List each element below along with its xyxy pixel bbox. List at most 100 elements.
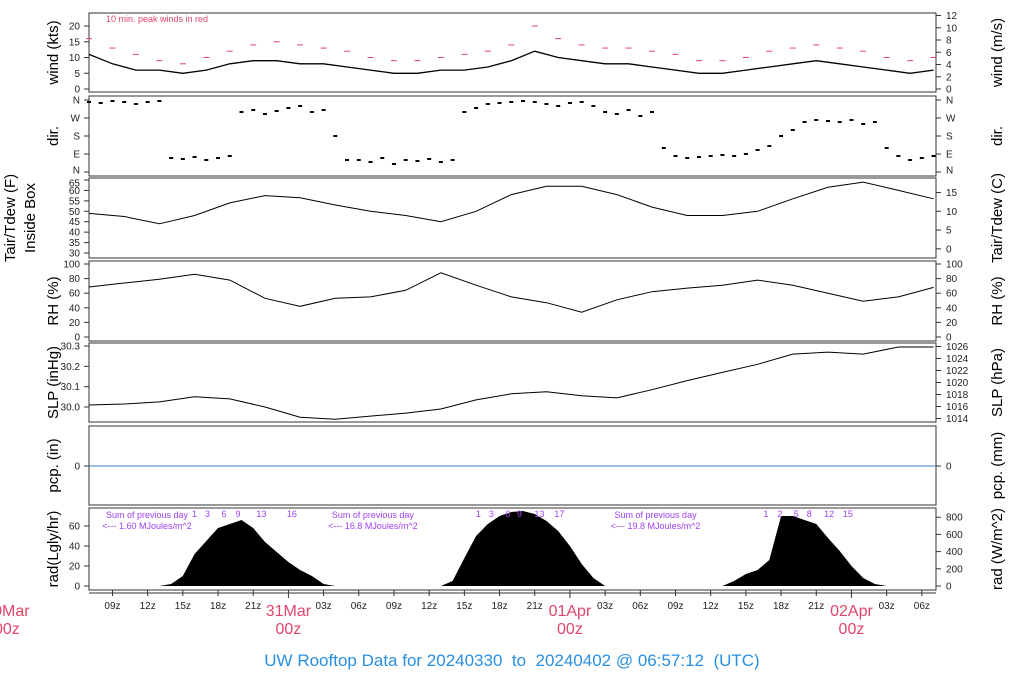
rh-right-tick-label: 100 <box>946 260 963 271</box>
wind-dir-point <box>603 111 608 113</box>
wind-right-tick-label: 10 <box>946 23 958 34</box>
slp-left-tick-label: 30.2 <box>61 362 81 373</box>
wind-dir-point <box>227 155 232 157</box>
rh-line <box>88 272 934 313</box>
wind-dir-point <box>825 120 830 122</box>
rad-right-tick-label: 0 <box>946 582 952 593</box>
slp-right-axis-label: SLP (hPa) <box>989 348 1006 417</box>
slp-right-tick-label: 1022 <box>946 366 969 377</box>
temp-left-tick-label: 60 <box>69 186 81 197</box>
x-axis: 09z 12z 15z 18z 21z 03z 06z 09z 12z 15z 18z 21z 03z 0… <box>0 590 936 638</box>
wind-dir-point <box>110 100 115 102</box>
wind-note: 10 min. peak winds in red <box>106 14 208 24</box>
rad-hour-mark: 1 <box>476 509 481 519</box>
wind-left-tick-label: 15 <box>69 37 81 48</box>
rh-left-tick-label: 20 <box>69 318 81 329</box>
wind-speed-line <box>88 50 934 74</box>
rad-left-tick-label: 60 <box>69 522 81 533</box>
x-tick-label: 15z <box>738 601 754 612</box>
wind-dir-point <box>157 100 162 102</box>
rad-right-tick-label: 800 <box>946 513 963 524</box>
wind-right-tick-label: 6 <box>946 48 952 59</box>
wind-dir-point <box>556 105 561 107</box>
wind-dir-point <box>779 135 784 137</box>
wind-dir-point <box>685 157 690 159</box>
wind-dir-point <box>837 121 842 123</box>
wind-frame <box>88 12 937 93</box>
radiation-area <box>89 511 934 586</box>
rad-daily-sum-title: Sum of previous day <box>332 510 415 520</box>
slp-line <box>88 346 934 420</box>
wind-right-tick-label: 12 <box>946 11 958 22</box>
wind-dir-point <box>579 101 584 103</box>
temp-left-tick-label: 30 <box>69 249 81 260</box>
rh-right-tick-label: 60 <box>946 289 958 300</box>
rad-hour-mark: 5 <box>794 509 799 519</box>
rad-hour-mark: 9 <box>517 509 522 519</box>
date-time-label: 00z <box>0 621 20 638</box>
wind-dir-point <box>814 119 819 121</box>
wind-dir-point <box>216 157 221 159</box>
wind-dir-point <box>122 101 127 103</box>
rad-hour-mark: 9 <box>235 509 240 519</box>
wind-dir-point <box>415 160 420 162</box>
wind-dir-point <box>931 155 936 157</box>
pcp-right-axis-label: pcp. (mm) <box>989 432 1006 500</box>
temp-right-axis-label: Tair/Tdew (C) <box>989 173 1006 263</box>
wind-dir-point <box>87 101 91 103</box>
x-tick-label: 09z <box>386 601 402 612</box>
wind-dir-point <box>204 159 209 161</box>
temp-left-tick-label: 65 <box>69 179 81 190</box>
rad-frame <box>88 507 937 591</box>
wind-dir-point <box>180 158 185 160</box>
wind-right-tick-label: 8 <box>946 36 952 47</box>
x-tick-label: 12z <box>140 601 156 612</box>
wind-dir-point <box>872 121 877 123</box>
dir-left-tick-label: S <box>73 132 80 143</box>
wind-dir-point <box>755 149 760 151</box>
rad-hour-mark: 3 <box>205 509 210 519</box>
dir-right-tick-label: E <box>946 150 953 161</box>
x-tick-label: 03z <box>879 601 895 612</box>
rad-right-tick-label: 600 <box>946 530 963 541</box>
temp-right-tick-label: 0 <box>946 244 952 255</box>
wind-right-tick-label: 2 <box>946 72 952 83</box>
wind-dir-point <box>884 147 889 149</box>
date-label: 30Mar <box>0 603 30 620</box>
temp-left-tick-label: 35 <box>69 238 81 249</box>
x-tick-label: 06z <box>914 601 930 612</box>
wind-dir-point <box>732 155 737 157</box>
dir-left-axis-label: dir. <box>45 126 62 146</box>
wind-dir-point <box>591 105 596 107</box>
rad-hour-mark: 13 <box>256 509 266 519</box>
slp-right-tick-label: 1020 <box>946 378 969 389</box>
temp-frame <box>88 177 937 259</box>
wind-dir-point <box>321 109 326 111</box>
rad-left-tick-label: 40 <box>69 542 81 553</box>
wind-left-axis-label: wind (kts) <box>45 20 62 85</box>
dir-left-tick-label: E <box>73 150 80 161</box>
wind-dir-point <box>262 113 267 115</box>
rad-hour-mark: 6 <box>505 509 510 519</box>
rad-right-tick-label: 200 <box>946 564 963 575</box>
wind-dir-point <box>145 101 150 103</box>
rad-hour-mark: 6 <box>221 509 226 519</box>
dir-right-tick-label: S <box>946 132 953 143</box>
wind-left-tick-label: 10 <box>69 53 81 64</box>
rh-left-tick-label: 100 <box>63 260 80 271</box>
panel-slp: 30.0 30.1 30.2 30.3 101410161018102010221024… <box>45 342 1006 425</box>
rh-frame <box>88 260 937 342</box>
rad-hour-mark: 8 <box>807 509 812 519</box>
x-tick-label: 15z <box>175 601 191 612</box>
rad-daily-sum-title: Sum of previous day <box>615 510 698 520</box>
wind-dir-point <box>192 156 197 158</box>
dir-left-tick-label: N <box>73 166 80 177</box>
slp-right-tick-label: 1026 <box>946 342 969 353</box>
pcp-right-tick-label: 0 <box>946 462 952 473</box>
wind-dir-point <box>708 155 713 157</box>
rh-left-tick-label: 80 <box>69 274 81 285</box>
x-tick-label: 06z <box>632 601 648 612</box>
wind-right-tick-label: 0 <box>946 85 952 96</box>
